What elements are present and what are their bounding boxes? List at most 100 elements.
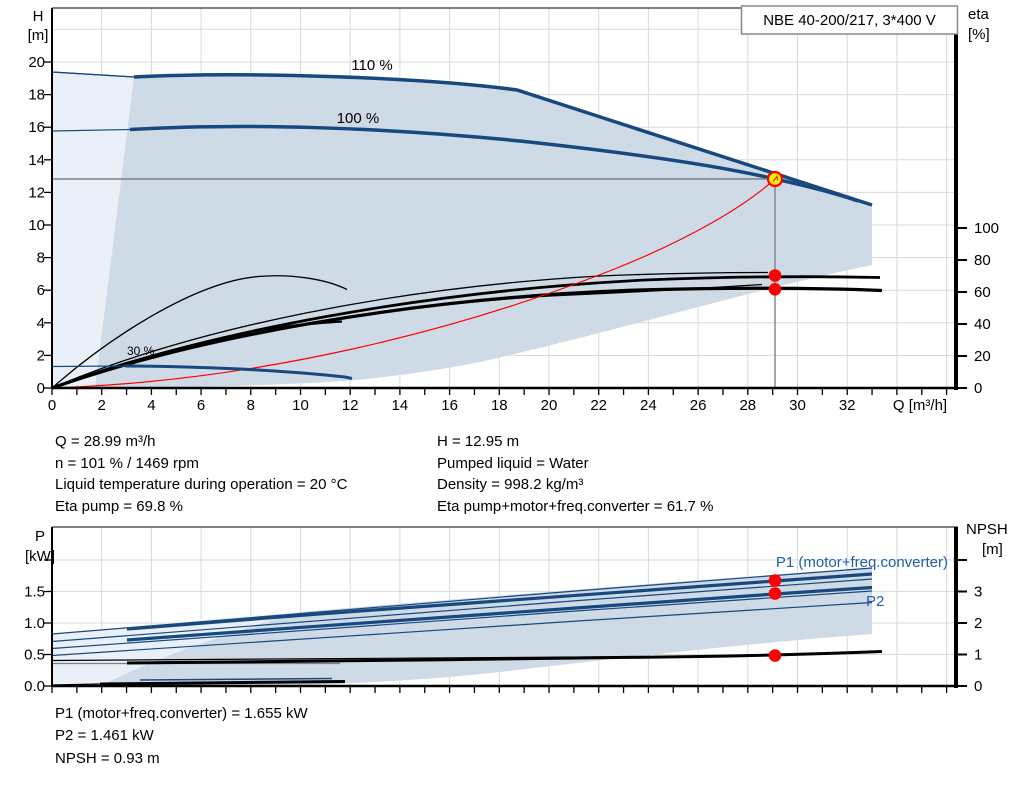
x-tick-label: 24: [640, 397, 657, 414]
chart-title: NBE 40-200/217, 3*400 V: [763, 12, 936, 29]
curve-110pct: [133, 73, 873, 207]
x-tick-label: 16: [441, 397, 458, 414]
eff-30pct-label: 30 %: [127, 344, 155, 358]
eta-total-point: [768, 283, 782, 296]
npsh-axis-unit: [m]: [982, 541, 1003, 558]
result-line: P1 (motor+freq.converter) = 1.655 kW: [55, 705, 308, 722]
npsh-curve: [126, 650, 883, 665]
x-tick-label: 2: [98, 397, 106, 414]
eta-tick-label: 20: [974, 348, 991, 365]
h-tick-label: 8: [37, 250, 45, 267]
p-min-speed-navy: [139, 677, 333, 681]
result-line: Eta pump+motor+freq.converter = 61.7 %: [437, 497, 714, 515]
x-tick-label: 20: [541, 397, 558, 414]
x-tick-label: 0: [48, 397, 56, 414]
p-tick-label: 1.0: [24, 615, 45, 632]
curve-110pct-thin: [51, 71, 135, 78]
curve-100pct: [129, 124, 859, 203]
x-tick-label: 30: [789, 397, 806, 414]
p1-curve: [126, 572, 873, 631]
h-tick-label: 6: [37, 282, 45, 299]
q-axis-title: Q [m³/h]: [893, 397, 947, 414]
h-tick-label: 18: [28, 87, 45, 104]
x-tick-label: 12: [342, 397, 359, 414]
npsh-tick-label: 2: [974, 615, 982, 632]
x-tick-label: 28: [739, 397, 756, 414]
p-band-line-3: [51, 590, 873, 650]
results-bottom: P1 (motor+freq.converter) = 1.655 kW P2 …: [55, 703, 308, 770]
x-tick-label: 4: [147, 397, 155, 414]
npsh-tick-label: 0: [974, 678, 982, 695]
h-tick-label: 10: [28, 217, 45, 234]
x-tick-label: 10: [292, 397, 309, 414]
x-tick-label: 22: [590, 397, 607, 414]
result-line: Density = 998.2 kg/m³: [437, 476, 584, 494]
x-tick-label: 26: [690, 397, 707, 414]
p-tick-label: 0.0: [24, 678, 45, 695]
npsh-tick-label: 3: [974, 584, 982, 601]
eta-axis-unit: [%]: [968, 26, 990, 43]
p2-point[interactable]: [768, 587, 782, 600]
result-line: Q = 28.99 m³/h: [55, 433, 156, 450]
h-tick-label: 4: [37, 315, 45, 332]
eta-tick-label: 0: [974, 380, 982, 397]
p-tick-label: 1.5: [24, 584, 45, 601]
p-axis-unit: [kW]: [25, 548, 55, 565]
curve-min-speed: [124, 364, 353, 380]
qh-ticks: [44, 61, 967, 395]
power-chart: P1 (motor+freq.converter) P2 0.0 0.5 1.0 1.…: [24, 521, 1008, 695]
power-tick-labels: 0.0 0.5 1.0 1.5 0 1 2 3: [24, 584, 982, 696]
result-line: Liquid temperature during operation = 20…: [55, 476, 348, 494]
qh-envelope-dark: [95, 74, 872, 388]
chart-title-box: [740, 5, 959, 35]
eta-total-curve: [51, 286, 883, 390]
label-100pct: 100 %: [337, 110, 380, 127]
power-ticks: [44, 559, 967, 693]
h-tick-label: 14: [28, 152, 45, 169]
result-line: P2 = 1.461 kW: [55, 727, 154, 745]
p1-point[interactable]: [768, 574, 782, 587]
eta-tick-label: 40: [974, 316, 991, 333]
x-tick-label: 6: [197, 397, 205, 414]
p2-curve: [126, 585, 873, 642]
npsh-point[interactable]: [768, 649, 782, 662]
results-top-left: Q = 28.99 m³/h n = 101 % / 1469 rpm Liqu…: [55, 431, 347, 517]
p-band-line-4: [51, 601, 873, 657]
x-tick-label: 8: [247, 397, 255, 414]
h-tick-label: 20: [28, 54, 45, 71]
eta-curve-thin-upper: [51, 271, 769, 389]
system-curve: [51, 178, 776, 389]
curve-min-speed-thin: [51, 365, 126, 368]
duty-point-marker: [772, 175, 779, 182]
eta-tick-label: 80: [974, 252, 991, 269]
eta-tick-label: 60: [974, 284, 991, 301]
p-band-line-1: [51, 567, 873, 635]
curve-100pct-thin: [51, 128, 131, 132]
h-axis-title: H: [33, 8, 44, 25]
h-tick-label: 12: [28, 184, 45, 201]
eta-pump-curve: [51, 275, 881, 390]
result-line: n = 101 % / 1469 rpm: [55, 454, 199, 472]
npsh-tick-label: 1: [974, 647, 982, 664]
label-110pct: 110 %: [351, 57, 392, 74]
x-tick-label: 18: [491, 397, 508, 414]
p2-label: P2: [866, 593, 884, 610]
x-tick-label: 32: [839, 397, 856, 414]
h-tick-label: 16: [28, 119, 45, 136]
h-tick-label: 0: [37, 380, 45, 397]
result-line: H = 12.95 m: [437, 433, 520, 450]
p1-label: P1 (motor+freq.converter): [776, 554, 948, 571]
eta-tick-label: 100: [974, 220, 999, 237]
qh-tick-labels: 0 2 4 6 8 10 12 14 16 18 20 22 24 26 28 30 3202468101214…: [28, 54, 999, 414]
qh-chart: 30 % 110 % 100 % 0 2 4 6 8 10 1: [28, 5, 999, 414]
result-line: Pumped liquid = Water: [437, 454, 589, 472]
h-tick-label: 2: [37, 347, 45, 364]
qh-envelope-light: [52, 72, 134, 388]
eta-curve-min-speed: [51, 275, 348, 389]
npsh-axis-title: NPSH: [966, 521, 1008, 538]
result-line: Eta pump = 69.8 %: [55, 497, 183, 515]
p-band-line-2: [51, 578, 873, 643]
p-tick-label: 0.5: [24, 647, 45, 664]
